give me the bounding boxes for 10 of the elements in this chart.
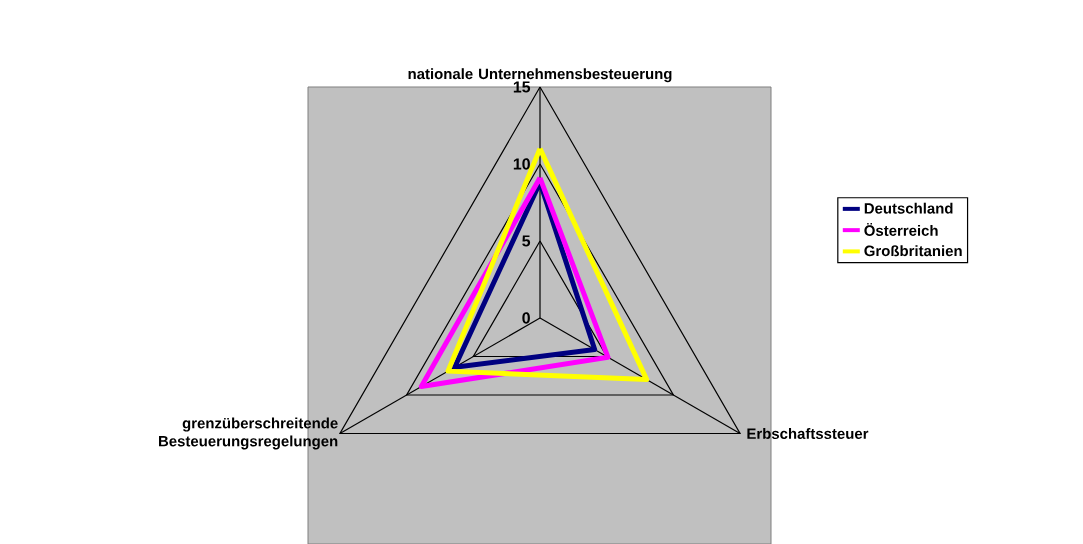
y-tick-label: 10 [513, 158, 530, 170]
y-tick-label: 5 [522, 235, 531, 247]
y-tick-label: 15 [513, 81, 531, 93]
spoke-label: Erbschaftssteuer [747, 427, 869, 439]
legend-label: Österreich [864, 222, 938, 236]
legend-label: Deutschland [864, 202, 953, 214]
spoke-label: nationale Unternehmensbesteuerung [408, 67, 672, 82]
y-tick-label: 0 [522, 312, 530, 324]
legend-label: Großbritanien [864, 244, 962, 256]
spoke-label: grenzüberschreitende Besteuerungsregelungen [159, 417, 338, 450]
